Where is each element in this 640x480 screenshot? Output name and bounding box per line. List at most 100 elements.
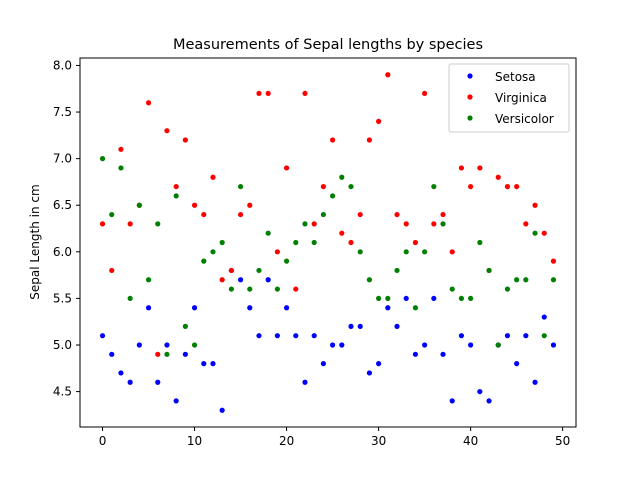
point-virginica-44 bbox=[504, 183, 511, 190]
point-versicolor-28 bbox=[357, 249, 363, 255]
legend-box bbox=[448, 63, 570, 133]
point-versicolor-16 bbox=[247, 286, 253, 292]
axis-ticks bbox=[76, 64, 564, 431]
point-virginica-45 bbox=[514, 183, 520, 190]
point-virginica-41 bbox=[477, 165, 483, 171]
point-setosa-16 bbox=[247, 305, 253, 311]
point-virginica-21 bbox=[293, 286, 299, 292]
point-setosa-0 bbox=[99, 333, 106, 339]
point-virginica-8 bbox=[173, 183, 179, 190]
y-axis-label: Sepal Length in cm bbox=[28, 184, 42, 299]
point-virginica-27 bbox=[348, 239, 354, 246]
point-versicolor-46 bbox=[523, 277, 529, 283]
legend-marker-virginica bbox=[467, 94, 473, 100]
legend: Setosa Virginica Versicolor bbox=[448, 63, 570, 133]
point-setosa-15 bbox=[237, 277, 244, 283]
point-setosa-6 bbox=[155, 379, 161, 385]
plot-area-frame bbox=[79, 57, 577, 428]
point-virginica-26 bbox=[339, 230, 345, 236]
point-versicolor-33 bbox=[403, 249, 409, 255]
point-versicolor-5 bbox=[145, 277, 152, 283]
point-virginica-14 bbox=[228, 267, 234, 274]
point-virginica-1 bbox=[109, 267, 115, 274]
point-virginica-6 bbox=[155, 351, 161, 357]
point-virginica-39 bbox=[458, 165, 465, 171]
point-versicolor-23 bbox=[311, 239, 317, 246]
point-setosa-19 bbox=[274, 333, 280, 339]
point-setosa-34 bbox=[412, 351, 419, 357]
point-setosa-12 bbox=[210, 361, 216, 367]
point-versicolor-39 bbox=[458, 295, 465, 302]
point-versicolor-34 bbox=[412, 305, 419, 311]
point-virginica-29 bbox=[366, 137, 373, 143]
point-virginica-11 bbox=[201, 211, 207, 218]
point-virginica-7 bbox=[164, 128, 170, 134]
point-versicolor-14 bbox=[228, 286, 234, 292]
point-setosa-25 bbox=[330, 342, 336, 348]
point-versicolor-25 bbox=[330, 193, 336, 199]
point-setosa-41 bbox=[477, 388, 483, 395]
point-setosa-24 bbox=[320, 361, 326, 367]
point-setosa-38 bbox=[449, 398, 455, 404]
point-setosa-23 bbox=[311, 333, 317, 339]
point-versicolor-31 bbox=[385, 295, 391, 302]
point-setosa-10 bbox=[191, 305, 198, 311]
x-tick-label-5: 50 bbox=[555, 434, 570, 448]
point-setosa-47 bbox=[532, 379, 538, 385]
point-virginica-2 bbox=[118, 146, 124, 152]
point-versicolor-47 bbox=[532, 230, 538, 236]
point-versicolor-37 bbox=[440, 221, 446, 227]
point-versicolor-44 bbox=[504, 286, 511, 292]
point-virginica-16 bbox=[247, 202, 253, 208]
point-setosa-39 bbox=[458, 333, 465, 339]
point-versicolor-24 bbox=[320, 211, 326, 218]
point-virginica-24 bbox=[320, 183, 326, 190]
point-versicolor-20 bbox=[283, 258, 290, 264]
point-versicolor-43 bbox=[495, 342, 501, 348]
point-versicolor-32 bbox=[394, 267, 400, 274]
point-virginica-46 bbox=[523, 221, 529, 227]
point-setosa-42 bbox=[486, 398, 492, 404]
y-tick-label-2: 5.5 bbox=[53, 291, 72, 305]
point-setosa-26 bbox=[339, 342, 345, 348]
point-virginica-36 bbox=[431, 221, 437, 227]
legend-marker-versicolor bbox=[467, 115, 473, 121]
point-versicolor-40 bbox=[468, 295, 474, 302]
point-versicolor-1 bbox=[109, 211, 115, 218]
point-versicolor-22 bbox=[302, 221, 308, 227]
point-setosa-21 bbox=[293, 333, 299, 339]
x-tick-label-0: 0 bbox=[99, 434, 107, 448]
point-setosa-4 bbox=[136, 342, 142, 348]
point-setosa-29 bbox=[366, 370, 373, 376]
point-virginica-13 bbox=[219, 277, 225, 283]
point-setosa-9 bbox=[182, 351, 188, 357]
point-versicolor-30 bbox=[376, 295, 382, 302]
point-virginica-35 bbox=[422, 90, 428, 97]
point-versicolor-29 bbox=[366, 277, 373, 283]
point-virginica-18 bbox=[265, 90, 271, 97]
point-setosa-18 bbox=[265, 277, 271, 283]
y-tick-label-1: 5.0 bbox=[53, 338, 72, 352]
point-setosa-3 bbox=[127, 379, 133, 385]
point-versicolor-10 bbox=[191, 342, 198, 348]
point-virginica-15 bbox=[237, 211, 244, 218]
point-setosa-37 bbox=[440, 351, 446, 357]
point-versicolor-12 bbox=[210, 249, 216, 255]
point-setosa-49 bbox=[550, 342, 557, 348]
point-virginica-12 bbox=[210, 174, 216, 180]
y-tick-label-5: 7.0 bbox=[53, 152, 72, 166]
point-versicolor-17 bbox=[256, 267, 262, 274]
point-setosa-13 bbox=[219, 407, 225, 413]
point-setosa-20 bbox=[283, 305, 290, 311]
legend-entry-virginica: Virginica bbox=[467, 91, 547, 105]
point-setosa-11 bbox=[201, 361, 207, 367]
y-tick-label-0: 4.5 bbox=[53, 385, 72, 399]
point-virginica-25 bbox=[330, 137, 336, 143]
point-virginica-33 bbox=[403, 221, 409, 227]
point-versicolor-0 bbox=[99, 156, 106, 162]
point-versicolor-45 bbox=[514, 277, 520, 283]
data-points bbox=[99, 72, 557, 413]
point-versicolor-2 bbox=[118, 165, 124, 171]
point-versicolor-49 bbox=[550, 277, 557, 283]
